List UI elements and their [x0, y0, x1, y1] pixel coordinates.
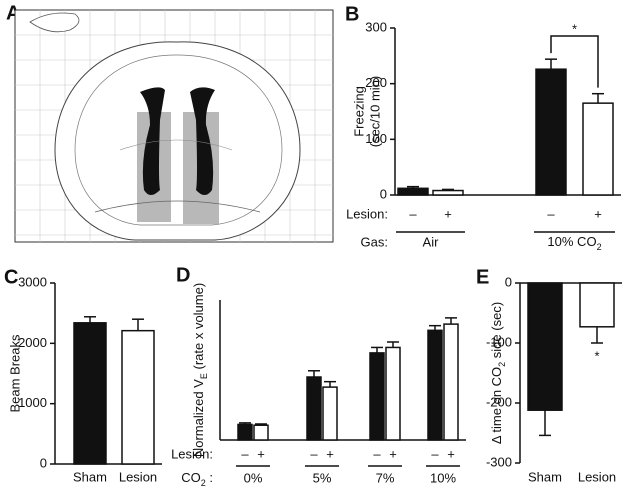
bar	[385, 346, 401, 441]
y-axis-label: Normalized VE (rate x volume)	[191, 283, 209, 457]
group-label: 0%	[244, 470, 263, 485]
x-tick-label: Lesion	[119, 469, 157, 484]
text-part: (rate x volume)	[191, 283, 206, 373]
row-mark: –	[373, 446, 381, 461]
bar	[397, 187, 429, 196]
y-tick-label: 3000	[18, 274, 47, 289]
y-tick-label: 200	[365, 75, 387, 90]
row-mark: +	[444, 206, 452, 221]
bar	[121, 329, 155, 465]
y-tick-label: 300	[365, 19, 387, 34]
row-mark: –	[241, 446, 249, 461]
row-label: Lesion:	[171, 446, 213, 461]
row-mark: +	[594, 206, 602, 221]
bar	[443, 323, 459, 441]
y-tick-label: 100	[365, 131, 387, 146]
y-tick-label: -300	[486, 454, 512, 469]
row-label: Gas:	[361, 234, 388, 249]
subscript: 2	[201, 478, 206, 488]
y-axis-label: Freezing	[351, 86, 366, 137]
row-label: CO2 :	[181, 470, 213, 488]
row-mark: –	[547, 206, 555, 221]
group-label: 7%	[376, 470, 395, 485]
bar	[306, 376, 322, 441]
x-tick-label: Lesion	[578, 469, 616, 484]
y-tick-label: -100	[486, 334, 512, 349]
subscript: 2	[497, 362, 507, 367]
y-axis-label: (sec/10 min)	[367, 76, 382, 148]
y-tick-label: 1000	[18, 395, 47, 410]
text-part: :	[206, 470, 213, 485]
bar	[237, 423, 253, 441]
y-axis-label: Beam Breaks	[7, 334, 22, 413]
brain-atlas	[14, 9, 334, 243]
text-part: Δ time on CO	[489, 367, 504, 444]
subscript: 2	[597, 242, 602, 252]
significance-star: *	[594, 348, 599, 363]
bar	[579, 282, 615, 328]
row-label: Lesion:	[346, 206, 388, 221]
x-tick-label: Sham	[528, 469, 562, 484]
bar	[535, 68, 567, 196]
panel-label: B	[345, 3, 359, 25]
panel-label: C	[4, 266, 18, 288]
bar	[432, 189, 464, 196]
bar	[582, 102, 614, 196]
bar	[73, 322, 107, 465]
row-mark: –	[409, 206, 417, 221]
y-tick-label: 2000	[18, 335, 47, 350]
row-mark: +	[389, 446, 397, 461]
group-label: 10% CO2	[547, 234, 601, 252]
group-label: 10%	[430, 470, 456, 485]
row-mark: –	[310, 446, 318, 461]
panel-label: E	[476, 266, 489, 288]
bar	[527, 282, 563, 411]
group-label: Air	[423, 234, 440, 249]
row-mark: +	[257, 446, 265, 461]
x-tick-label: Sham	[73, 469, 107, 484]
text-part: CO	[181, 470, 201, 485]
y-tick-label: 0	[380, 186, 387, 201]
row-mark: +	[326, 446, 334, 461]
row-mark: –	[431, 446, 439, 461]
panel-label: D	[176, 264, 190, 286]
subscript: E	[199, 373, 209, 379]
text-part: side (sec)	[489, 302, 504, 362]
significance-bracket	[550, 35, 599, 88]
text-part: Normalized V	[191, 379, 206, 457]
bar	[427, 329, 443, 441]
text-part: 10% CO	[547, 234, 596, 249]
row-mark: +	[447, 446, 455, 461]
group-label: 5%	[313, 470, 332, 485]
bar	[322, 386, 338, 441]
y-tick-label: -200	[486, 394, 512, 409]
y-axis-label: Δ time on CO2 side (sec)	[489, 302, 507, 444]
y-tick-label: 0	[40, 455, 47, 470]
bar	[369, 352, 385, 441]
bar	[253, 424, 269, 441]
y-tick-label: 0	[505, 274, 512, 289]
significance-star: *	[572, 21, 577, 36]
